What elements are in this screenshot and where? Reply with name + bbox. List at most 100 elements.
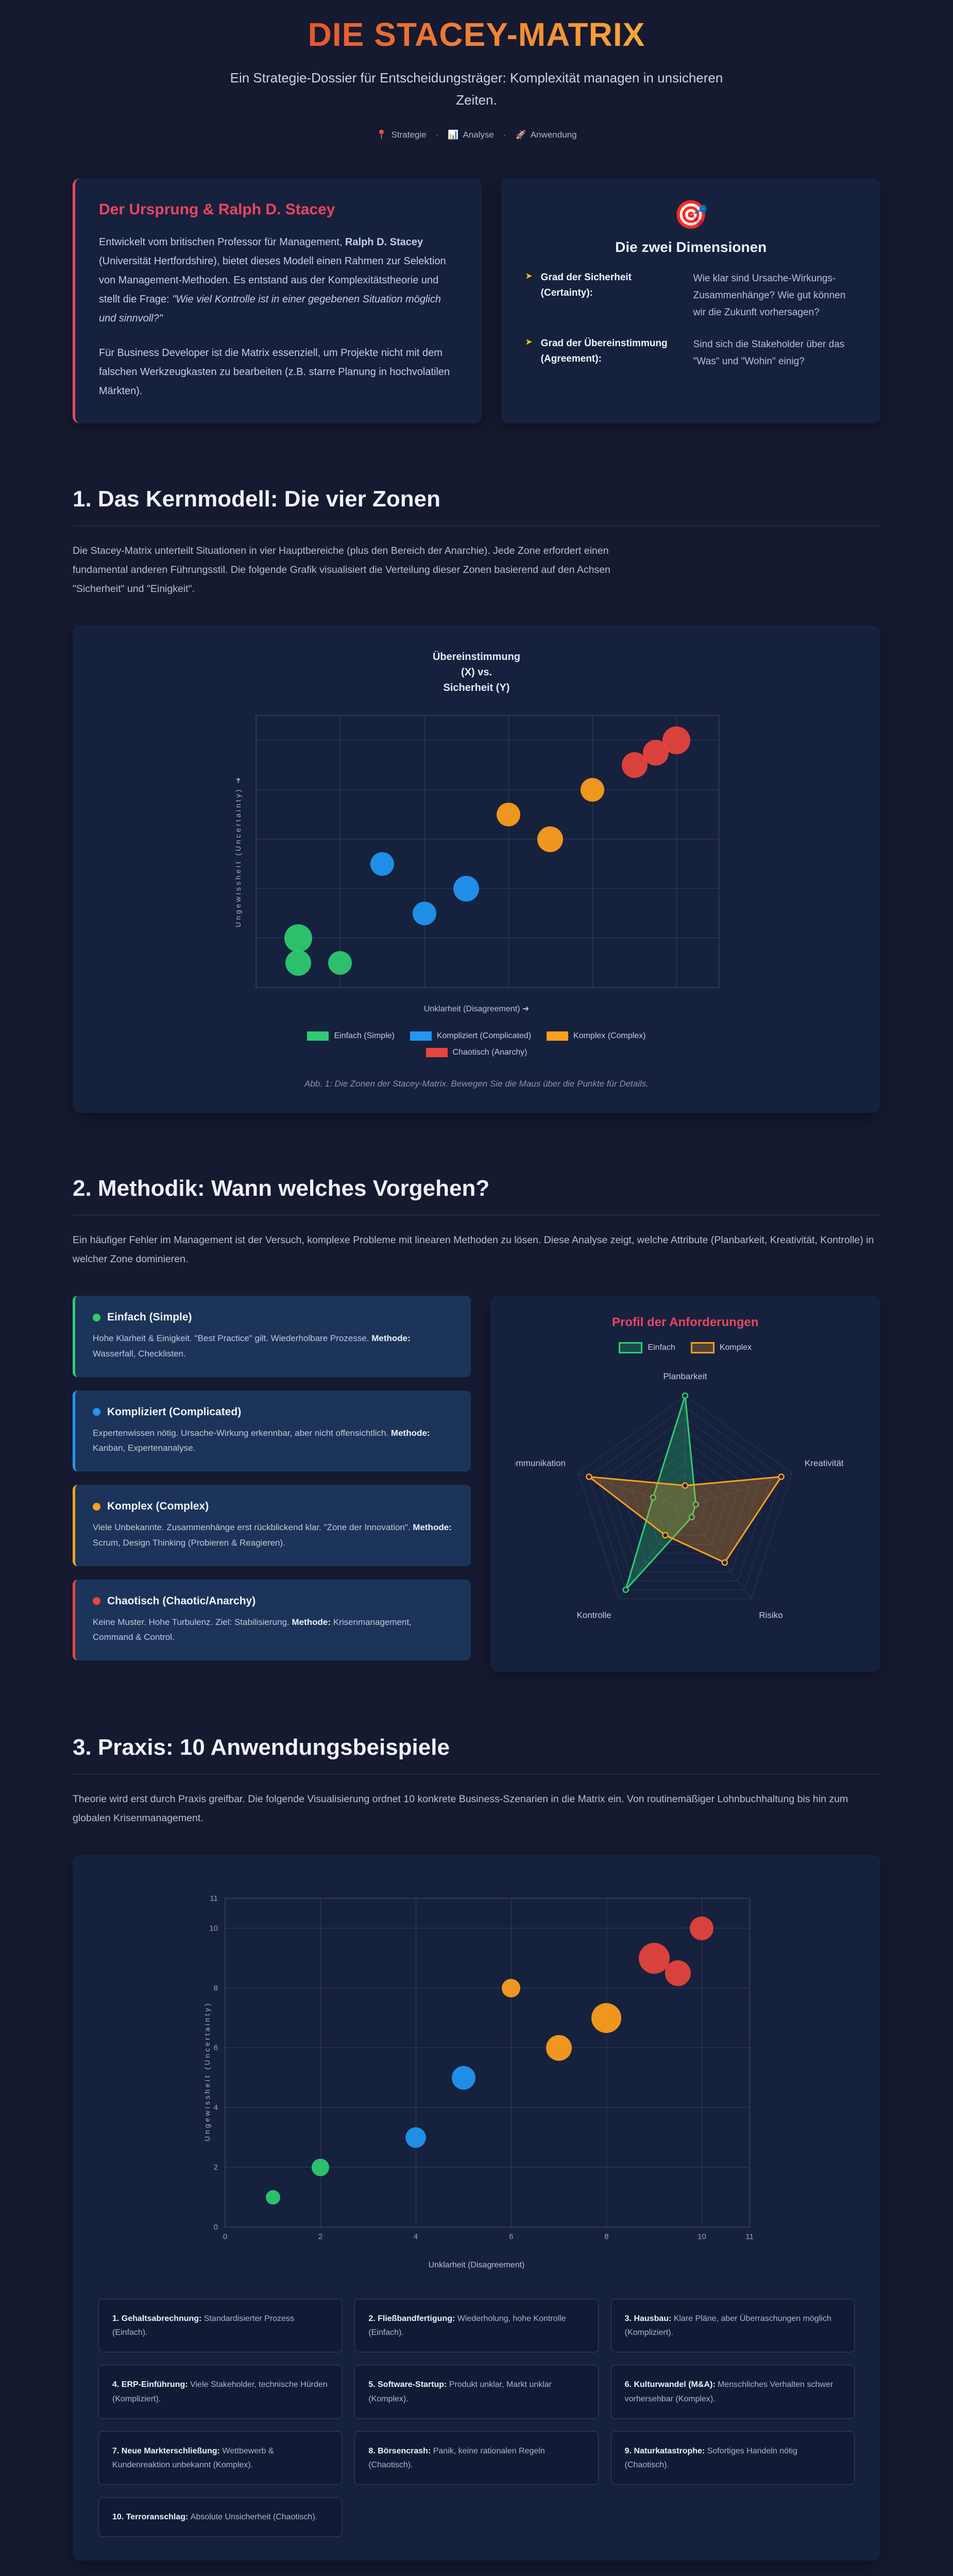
section-2-title: 2. Methodik: Wann welches Vorgehen? [73,1176,880,1215]
zone-dot-icon [93,1502,100,1511]
radar-point [682,1392,689,1399]
example-2-flie-bandfertigung: 2. Fließbandfertigung: Wiederholung, hoh… [354,2299,599,2353]
legend-swatch [307,1031,329,1041]
chart1-legend: Einfach (Simple) Kompliziert (Complicated… [255,1031,698,1057]
zone-title-text: Kompliziert (Complicated) [107,1405,242,1418]
data-point-kompliziert-complicated[interactable] [412,901,436,925]
radar-point [586,1473,592,1480]
zone-method: Kanban, Expertenanalyse. [93,1443,196,1453]
gridline [676,715,677,988]
arrow-icon: ➤ [525,336,533,347]
example-3-hausbau: 3. Hausbau: Klare Pläne, aber Überraschu… [610,2299,855,2353]
header: DIE STACEY-MATRIX Ein Strategie-Dossier … [73,15,880,140]
legend-item-komplex-complex: Komplex (Complex) [547,1031,646,1041]
example-name: 4. ERP-Einführung: [112,2380,191,2389]
data-point-komplex[interactable] [591,2003,622,2033]
data-point-kompliziert-complicated[interactable] [453,875,480,902]
data-point-komplex[interactable] [546,2035,572,2061]
data-point-einfach-simple[interactable] [285,950,311,976]
zone-method: Scrum, Design Thinking (Probieren & Reag… [93,1537,285,1548]
chart2-area: Ungewissheit (Uncertainty) 0 0 2 2 4 4 6 6 8 8 10 1… [98,1894,855,2245]
zone-card-komplex-complex: Komplex (Complex) Viele Unbekannte. Zusam… [73,1485,471,1566]
chart1-y-axis-label: Ungewissheit (Uncertainty) ➜ [234,775,242,928]
legend-label: Kompliziert (Complicated) [436,1031,532,1040]
radar-title: Profil der Anforderungen [612,1315,759,1330]
example-10-terroranschlag: 10. Terroranschlag: Absolute Unsicherhei… [98,2497,343,2537]
radar-point [682,1482,689,1489]
dimensions-title: Die zwei Dimensionen [615,239,767,255]
legend-label: Einfach (Simple) [334,1031,395,1040]
radar-point [662,1532,669,1539]
badge-label: Analyse [463,129,494,140]
zone-card-body: Hohe Klarheit & Einigkeit. "Best Practic… [93,1331,453,1362]
bar-chart-icon: 📊 [448,129,459,140]
dimension-desc: Wie klar sind Ursache-Wirkungs-Zusammenh… [693,273,846,318]
zone-card-body: Keine Muster. Hohe Turbulenz. Ziel: Stab… [93,1615,453,1646]
y-tick-label: 10 [209,1924,218,1933]
data-point-komplex[interactable] [502,1979,521,1998]
radar-series-einfach [625,1395,697,1590]
data-point-einfach-simple[interactable] [328,951,352,975]
example-name: 2. Fließbandfertigung: [368,2314,457,2324]
zone-method: Wasserfall, Checklisten. [93,1348,186,1359]
zone-card-title: Kompliziert (Complicated) [93,1406,453,1418]
y-tick-label: 6 [213,2043,218,2053]
section-3: 3. Praxis: 10 Anwendungsbeispiele Theori… [73,1735,880,2561]
y-tick-label: 2 [213,2163,218,2172]
chart1-area: Ungewissheit (Uncertainty) ➜ [98,715,855,988]
example-desc: Absolute Unsicherheit (Chaotisch). [190,2513,318,2522]
badge-anwendung: 🚀 Anwendung [516,130,577,140]
data-point-chaotisch[interactable] [690,1917,714,1941]
zone-dot-icon [93,1313,100,1321]
origin-quote: "Wie viel Kontrolle ist in einer gegeben… [99,293,441,324]
zones-chart-card: Übereinstimmung (X) vs. Sicherheit (Y) Ung… [73,625,880,1113]
data-point-einfach[interactable] [312,2159,330,2177]
gridline [424,715,425,988]
example-desc: Sofortiges Handeln nötig (Chaotisch). [624,2446,797,2470]
origin-title: Der Ursprung & Ralph D. Stacey [99,200,335,218]
data-point-kompliziert[interactable] [405,2127,427,2148]
legend-swatch [547,1031,569,1041]
data-point-komplex-complex[interactable] [581,777,605,802]
examples-grid: 1. Gehaltsabrechnung: Standardisierter P… [98,2299,855,2537]
example-desc: Wettbewerb & Kundenreaktion unbekannt (K… [112,2446,274,2470]
origin-text: Entwickelt vom britischen Professor für … [99,236,345,248]
badge-label: Strategie [391,129,427,140]
zone-desc: Expertenwissen nötig. Ursache-Wirkung er… [93,1428,391,1438]
data-point-kompliziert[interactable] [451,2066,475,2090]
y-tick-label: 0 [213,2223,218,2232]
zone-card-title: Chaotisch (Chaotic/Anarchy) [93,1595,453,1607]
data-point-chaotisch[interactable] [665,1960,691,1987]
zone-dot-icon [93,1597,100,1605]
example-name: 10. Terroranschlag: [112,2513,191,2522]
dimension-term: Grad der Sicherheit (Certainty): [540,272,632,299]
data-point-chaotisch[interactable] [638,1943,670,1974]
legend-item-komplex: Komplex [690,1342,752,1354]
zone-card-einfach-simple: Einfach (Simple) Hohe Klarheit & Einigkei… [73,1296,471,1377]
badge-analyse: 📊 Analyse [448,130,494,140]
data-point-einfach-simple[interactable] [284,924,312,952]
example-desc: Viele Stakeholder, technische Hürden (Ko… [112,2380,328,2403]
data-point-komplex-complex[interactable] [537,826,564,852]
zone-card-chaotisch-chaotic-anarchy: Chaotisch (Chaotic/Anarchy) Keine Muster.… [73,1579,471,1661]
zone-desc: Hohe Klarheit & Einigkeit. "Best Practic… [93,1333,372,1344]
zone-method-label: Methode: [413,1522,452,1533]
example-name: 5. Software-Startup: [368,2380,449,2389]
legend-label: Einfach [648,1343,675,1352]
radar-point [688,1514,695,1520]
data-point-chaotisch-anarchy[interactable] [662,726,691,754]
gridline [511,1899,512,2228]
badge-separator: · [435,129,439,140]
data-point-kompliziert-complicated[interactable] [370,852,394,876]
chart2-x-axis-label: Unklarheit (Disagreement) [428,2261,525,2270]
legend-swatch [690,1342,714,1354]
data-point-komplex-complex[interactable] [496,802,520,826]
x-tick-label: 2 [318,2232,323,2242]
gridline [256,987,719,988]
data-point-einfach[interactable] [265,2190,280,2205]
zone-title-text: Komplex (Complex) [107,1500,209,1513]
page-subtitle: Ein Strategie-Dossier für Entscheidungst… [230,70,723,108]
x-tick-label: 8 [604,2232,609,2242]
example-name: 7. Neue Markterschließung: [112,2446,223,2455]
